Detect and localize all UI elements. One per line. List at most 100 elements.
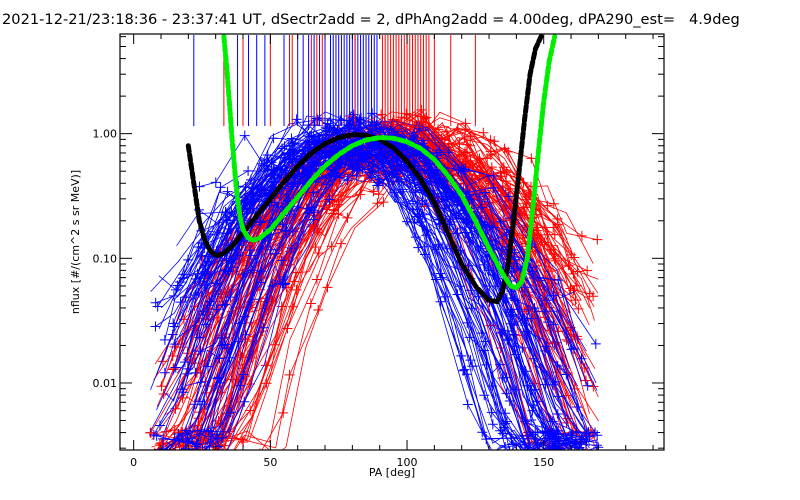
data-point-plus (342, 212, 353, 223)
data-point-plus (278, 407, 289, 418)
data-point-plus (220, 299, 231, 310)
data-point-plus (526, 153, 537, 164)
data-point-plus (154, 420, 165, 431)
data-point-plus (197, 445, 208, 450)
data-point-plus (582, 380, 593, 391)
data-point-plus (237, 352, 248, 363)
data-point-plus (414, 123, 425, 134)
data-point-plus (199, 399, 210, 410)
data-point-plus (467, 361, 478, 372)
data-point-plus (309, 207, 320, 218)
data-point-plus (178, 387, 189, 398)
data-point-plus (501, 292, 512, 303)
data-point-plus (466, 285, 477, 296)
data-point-plus (433, 239, 444, 250)
data-point-plus (479, 259, 490, 270)
data-point-plus (495, 359, 506, 370)
data-point-plus (216, 452, 226, 462)
data-point-plus (500, 408, 511, 419)
data-point-plus (336, 238, 347, 249)
data-point-plus (582, 265, 593, 276)
data-point-plus (290, 267, 301, 278)
data-point-plus (521, 326, 532, 337)
data-point-plus (413, 242, 424, 253)
data-point-plus (227, 374, 238, 385)
data-point-plus (313, 248, 324, 259)
data-point-plus (432, 173, 443, 184)
data-point-plus (419, 241, 430, 252)
data-point-plus (453, 165, 464, 176)
data-point-plus (592, 430, 603, 441)
data-point-plus (179, 454, 189, 464)
data-point-plus (501, 388, 512, 399)
data-point-plus (590, 338, 601, 349)
data-point-plus (148, 429, 159, 440)
data-point-plus (239, 311, 250, 322)
data-point-plus (372, 180, 383, 191)
data-point-plus (225, 292, 236, 303)
data-trace (207, 146, 582, 360)
data-point-plus (234, 318, 245, 329)
data-point-plus (348, 109, 359, 120)
data-point-plus (267, 281, 278, 292)
data-point-plus (311, 274, 322, 285)
data-point-plus (159, 367, 170, 378)
data-point-plus (276, 255, 287, 266)
data-point-plus (324, 194, 335, 205)
data-point-plus (415, 217, 426, 228)
data-point-plus (569, 454, 579, 464)
data-point-plus (239, 396, 250, 407)
data-point-plus (552, 408, 563, 419)
data-point-plus (507, 439, 518, 450)
data-point-plus (151, 453, 161, 463)
data-point-plus (591, 440, 602, 450)
data-point-plus (590, 427, 601, 438)
data-point-plus (333, 199, 344, 210)
data-point-plus (278, 271, 289, 282)
data-point-plus (464, 332, 475, 343)
data-trace (205, 141, 582, 450)
data-point-plus (215, 182, 226, 193)
data-point-plus (231, 449, 233, 450)
data-point-plus (351, 170, 362, 181)
data-point-plus (526, 414, 537, 425)
data-point-plus (434, 145, 445, 156)
data-point-plus (496, 327, 507, 338)
data-point-plus (486, 407, 497, 418)
data-point-plus (193, 241, 204, 252)
data-point-plus (246, 250, 257, 261)
data-point-plus (254, 216, 265, 227)
data-point-plus (372, 198, 383, 209)
data-point-plus (532, 427, 543, 438)
data-point-plus (554, 451, 564, 461)
data-point-plus (570, 295, 581, 306)
data-point-plus (277, 278, 288, 289)
data-point-plus (177, 273, 188, 284)
x-tick-label: 100 (397, 456, 418, 469)
data-trace (206, 114, 594, 315)
data-point-plus (222, 186, 233, 197)
x-tick-label: 0 (130, 456, 137, 469)
data-point-plus (462, 399, 473, 410)
data-point-plus (417, 209, 428, 220)
data-point-plus (216, 454, 226, 464)
data-point-plus (592, 234, 603, 245)
data-point-plus (373, 189, 384, 200)
data-point-plus (408, 196, 419, 207)
data-point-plus (182, 368, 193, 379)
data-point-plus (460, 163, 471, 174)
data-point-plus (301, 203, 312, 214)
plot-frame (119, 33, 665, 451)
data-point-plus (298, 163, 309, 174)
data-point-plus (335, 115, 346, 126)
data-point-plus (268, 133, 279, 144)
data-point-plus (576, 438, 587, 449)
data-point-plus (200, 450, 210, 460)
data-point-plus (374, 174, 385, 185)
data-point-plus (458, 164, 469, 175)
data-point-plus (573, 303, 584, 314)
data-point-plus (523, 304, 534, 315)
data-point-plus (200, 319, 211, 330)
data-point-plus (548, 442, 559, 450)
